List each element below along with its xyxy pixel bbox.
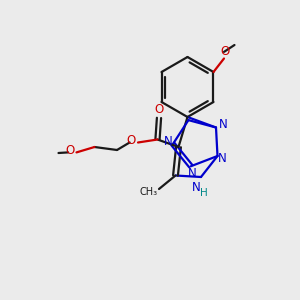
Text: CH₃: CH₃: [140, 187, 158, 197]
Text: H: H: [200, 188, 208, 198]
Text: N: N: [164, 135, 173, 148]
Text: O: O: [220, 44, 229, 58]
Text: O: O: [154, 103, 164, 116]
Text: N: N: [192, 181, 201, 194]
Text: N: N: [219, 118, 228, 131]
Text: N: N: [218, 152, 227, 166]
Text: N: N: [188, 167, 197, 180]
Text: O: O: [65, 143, 74, 157]
Text: O: O: [127, 134, 136, 148]
